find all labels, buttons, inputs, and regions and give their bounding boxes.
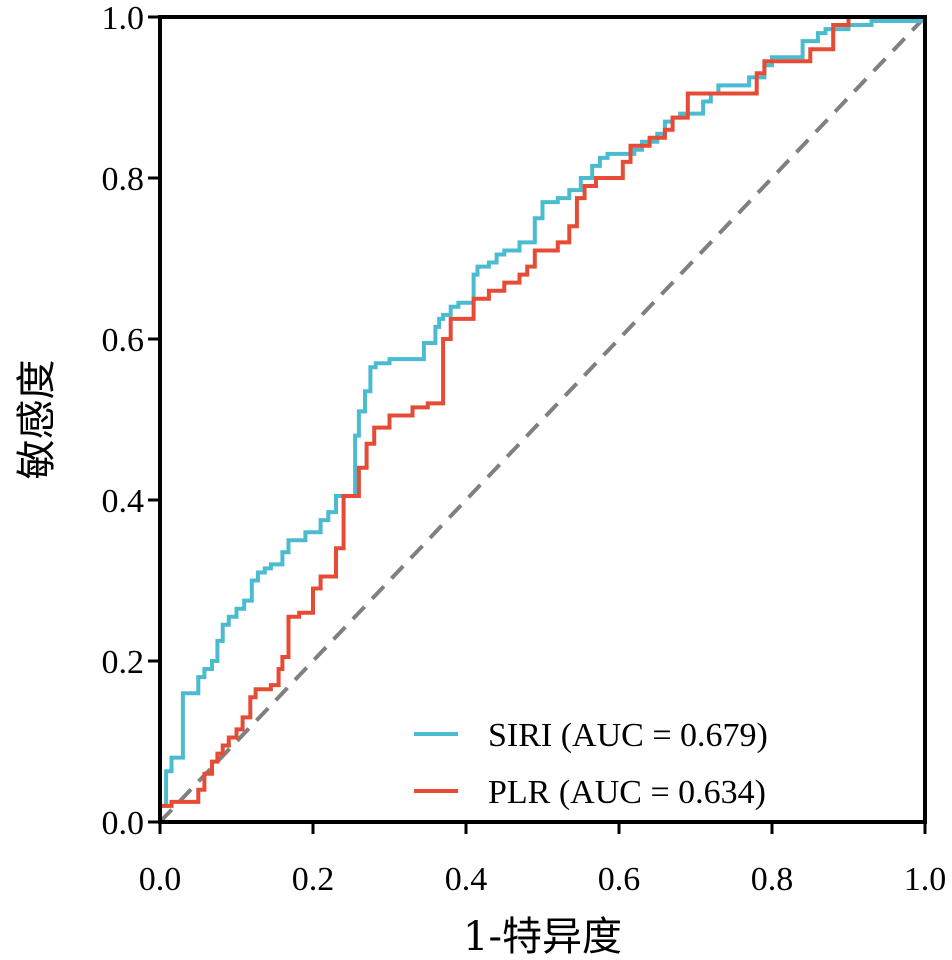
y-tick-label: 0.0 [102,805,145,842]
plot-frame [158,15,927,824]
y-tick-label: 0.4 [102,483,145,520]
y-tick-label: 0.2 [102,644,145,681]
series-line-siri [158,17,927,822]
x-tick-label: 0.0 [139,861,182,898]
chance-diagonal-line [158,15,927,824]
y-tick-label: 0.6 [102,322,145,359]
x-tick-label: 0.8 [751,861,794,898]
legend: SIRI (AUC = 0.679) PLR (AUC = 0.634) [414,717,768,811]
series-line-plr [158,15,925,822]
x-tick-label: 0.2 [292,861,335,898]
legend-label-plr: PLR (AUC = 0.634) [488,774,766,811]
y-tick-label: 1.0 [102,0,145,37]
y-tick-label: 0.8 [102,161,145,198]
axis-ticks: 0.0 0.2 0.4 0.6 0.8 1.0 0.0 0.2 0.4 0.6 0.8 1.0 [102,0,947,898]
x-tick-label: 0.4 [445,861,488,898]
series-layer [158,15,927,822]
x-axis-title: 1-特异度 [463,914,622,960]
x-tick-label: 1.0 [904,861,947,898]
y-axis-title: 敏感度 [14,360,60,480]
legend-label-siri: SIRI (AUC = 0.679) [488,717,768,754]
x-tick-label: 0.6 [598,861,641,898]
